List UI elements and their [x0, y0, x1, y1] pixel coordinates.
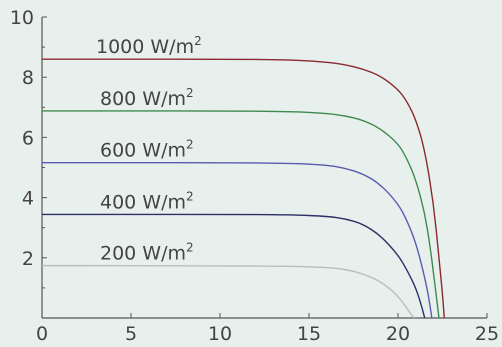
x-tick-label: 15	[297, 323, 321, 345]
series-lines	[41, 58, 445, 319]
series-line-2	[42, 161, 433, 319]
x-tick-label: 25	[475, 323, 499, 345]
y-tick-label: 4	[22, 188, 34, 210]
x-tick-label: 5	[125, 323, 137, 345]
x-tick-label: 10	[208, 323, 232, 345]
series-label-3: 400 W/m2	[100, 189, 194, 213]
y-tick-label: 2	[22, 248, 34, 270]
axes	[41, 17, 487, 319]
y-tick-label: 8	[22, 67, 34, 89]
series-line-1	[41, 110, 440, 319]
series-line-4	[41, 264, 415, 319]
x-tick-label: 20	[386, 323, 410, 345]
series-label-1: 800 W/m2	[100, 86, 194, 110]
series-label-2: 600 W/m2	[100, 138, 194, 162]
series-label-4: 200 W/m2	[100, 241, 194, 265]
y-tick-label: 10	[10, 7, 34, 29]
tick-marks	[41, 16, 488, 318]
series-line-3	[41, 213, 426, 319]
series-labels: 1000 W/m2 800 W/m2 600 W/m2 400 W/m2 200 W/m…	[96, 34, 202, 264]
y-tick-label: 6	[22, 127, 34, 149]
series-label-0: 1000 W/m2	[96, 34, 202, 58]
series-line-0	[42, 58, 445, 319]
tick-labels: 0 5 10 15 20 25 2 4 6 8 10	[10, 7, 499, 345]
x-tick-label: 0	[36, 323, 48, 345]
